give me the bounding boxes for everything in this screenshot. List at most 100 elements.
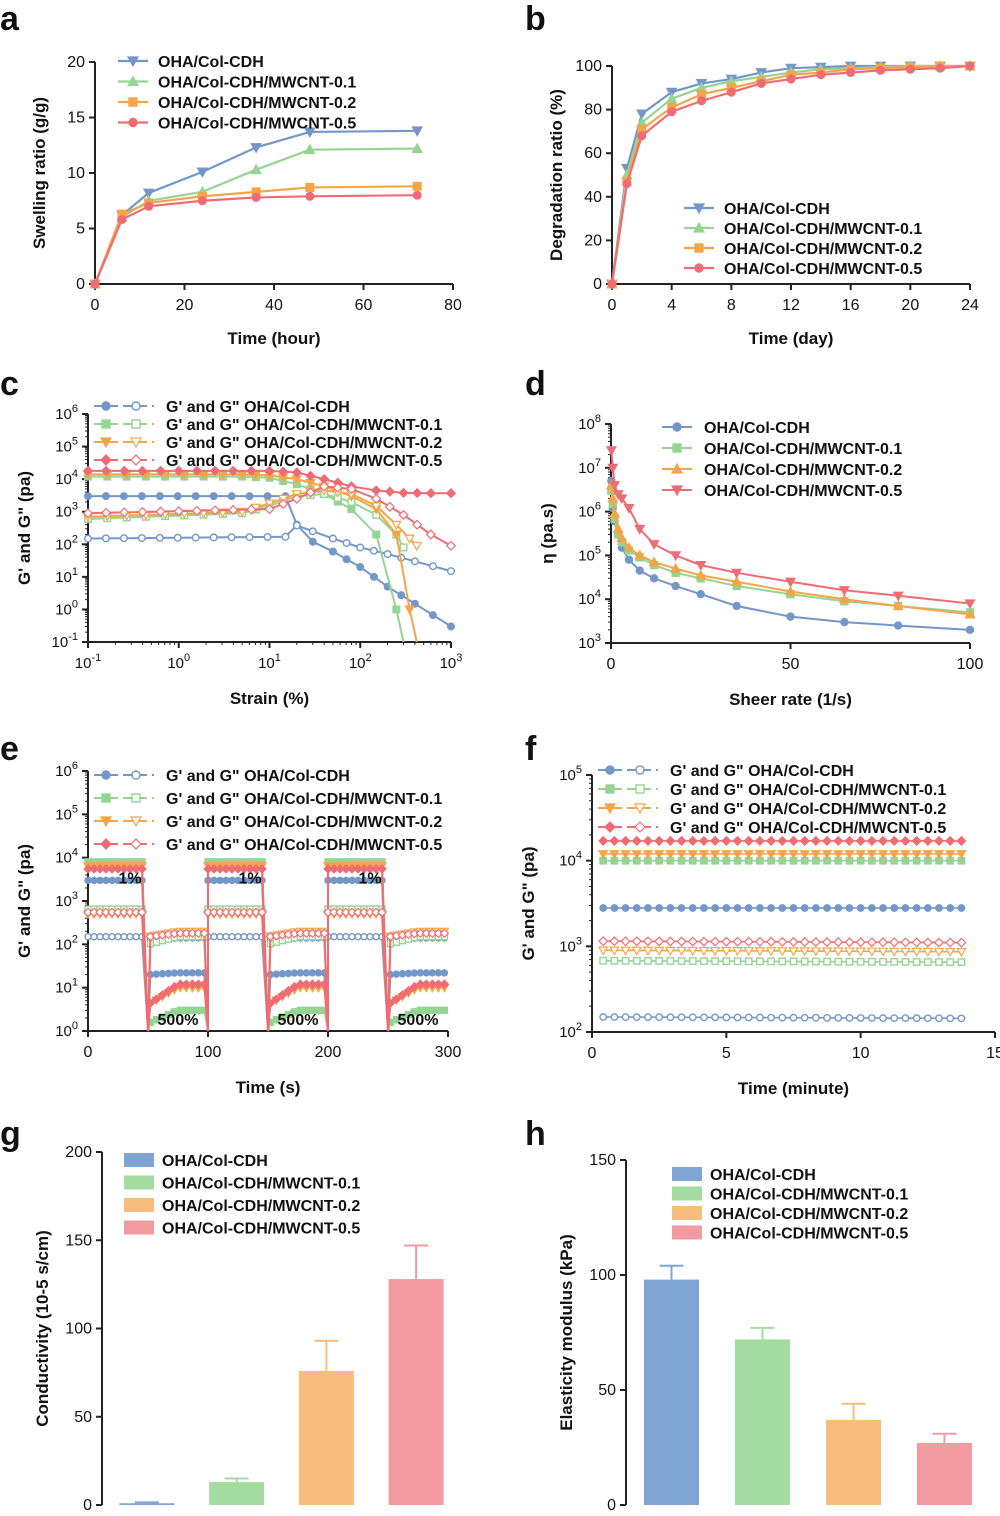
y-tick-label-base: 10 bbox=[55, 763, 72, 780]
data-point bbox=[348, 933, 356, 941]
phase-annotation: 1% bbox=[358, 871, 381, 888]
x-tick-label-base: 10 bbox=[75, 655, 92, 672]
series-3: G' and G" OHA/Col-CDH/MWCNT-0.5 bbox=[83, 837, 450, 1032]
data-point bbox=[102, 876, 110, 885]
data-point bbox=[392, 605, 401, 614]
data-point bbox=[676, 946, 687, 957]
y-tick-label-base: 10 bbox=[55, 471, 72, 488]
data-point bbox=[209, 492, 218, 501]
data-point bbox=[108, 876, 116, 885]
x-tick-label-exp: 0 bbox=[184, 652, 190, 664]
data-point bbox=[644, 904, 652, 912]
data-point bbox=[119, 492, 128, 501]
data-point bbox=[700, 1013, 708, 1022]
x-tick-label: 5 bbox=[722, 1045, 731, 1062]
data-point bbox=[342, 555, 351, 564]
series-line bbox=[93, 194, 418, 285]
data-point bbox=[637, 131, 647, 141]
data-point bbox=[722, 904, 731, 912]
x-tick-label: 200 bbox=[315, 1044, 342, 1061]
data-point bbox=[732, 835, 743, 846]
legend-marker-filled bbox=[100, 838, 112, 850]
data-point bbox=[144, 201, 154, 211]
legend-label: OHA/Col-CDH/MWCNT-0.5 bbox=[158, 116, 356, 133]
data-point bbox=[965, 625, 975, 635]
legend-label: OHA/Col-CDH/MWCNT-0.1 bbox=[710, 1187, 908, 1204]
data-point bbox=[944, 850, 956, 860]
data-point bbox=[697, 96, 707, 106]
data-point bbox=[855, 835, 866, 846]
y-tick-label-exp: 5 bbox=[72, 436, 78, 448]
data-point bbox=[308, 527, 317, 536]
legend-label: OHA/Col-CDH/MWCNT-0.1 bbox=[162, 1176, 360, 1193]
y-tick-label-exp: 5 bbox=[72, 803, 78, 815]
data-point bbox=[890, 904, 899, 912]
data-point bbox=[228, 933, 236, 941]
data-point bbox=[623, 541, 635, 552]
x-tick-label: 24 bbox=[961, 297, 979, 314]
x-tick-label: 102 bbox=[349, 652, 372, 672]
legend-marker bbox=[128, 97, 138, 107]
data-point bbox=[840, 617, 849, 627]
legend-label: G' and G" OHA/Col-CDH bbox=[166, 768, 350, 785]
data-point bbox=[397, 591, 406, 600]
data-point bbox=[923, 1014, 932, 1023]
data-point bbox=[616, 532, 628, 543]
data-point bbox=[404, 534, 415, 545]
data-point bbox=[132, 933, 140, 941]
y-tick-label: 105 bbox=[55, 436, 78, 456]
data-point bbox=[922, 850, 934, 860]
data-point bbox=[281, 532, 290, 541]
data-point bbox=[342, 876, 350, 885]
legend-label: OHA/Col-CDH/MWCNT-0.5 bbox=[704, 483, 902, 500]
data-point bbox=[609, 507, 621, 518]
y-tick-label-exp: -1 bbox=[68, 631, 78, 643]
data-point bbox=[610, 1013, 619, 1021]
data-point bbox=[245, 492, 254, 501]
data-point bbox=[833, 937, 844, 948]
series-2: OHA/Col-CDH/MWCNT-0.2 bbox=[607, 61, 975, 289]
data-point bbox=[410, 969, 419, 977]
data-point bbox=[911, 835, 922, 846]
bar bbox=[826, 1419, 881, 1505]
data-point bbox=[170, 969, 179, 977]
data-point bbox=[599, 1013, 608, 1021]
data-point bbox=[822, 835, 833, 846]
data-point bbox=[933, 937, 945, 948]
data-point bbox=[838, 586, 850, 596]
data-point bbox=[644, 1013, 652, 1022]
data-point bbox=[342, 538, 351, 547]
legend-label: OHA/Col-CDH/MWCNT-0.1 bbox=[724, 221, 922, 238]
phase-annotation: 500% bbox=[398, 1012, 439, 1029]
series-2: OHA/Col-CDH/MWCNT-0.2 bbox=[605, 462, 976, 619]
loss-modulus-line bbox=[88, 911, 445, 1032]
data-point bbox=[855, 947, 866, 957]
data-point bbox=[733, 1013, 742, 1022]
y-tick-label: 108 bbox=[578, 413, 601, 433]
y-tick-label: 60 bbox=[584, 145, 602, 162]
data-point bbox=[890, 957, 899, 966]
data-point bbox=[278, 970, 287, 978]
data-point bbox=[754, 850, 766, 860]
y-tick-label: 102 bbox=[55, 533, 78, 553]
data-point bbox=[391, 520, 402, 531]
legend-marker-filled bbox=[101, 419, 111, 429]
data-point bbox=[889, 947, 900, 957]
data-point bbox=[743, 835, 754, 846]
legend-marker-open bbox=[633, 803, 647, 815]
data-point bbox=[687, 850, 698, 860]
legend-marker-open bbox=[131, 401, 141, 411]
data-point bbox=[377, 907, 387, 918]
y-tick-label: 10 bbox=[67, 165, 85, 182]
legend-label: G' and G" OHA/Col-CDH bbox=[670, 763, 854, 780]
y-tick-label-base: 10 bbox=[578, 547, 595, 564]
y-tick-label-exp: 1 bbox=[72, 977, 78, 989]
data-point bbox=[905, 64, 915, 74]
x-tick-label: 15 bbox=[986, 1045, 1000, 1062]
data-point bbox=[176, 969, 185, 977]
data-point bbox=[631, 936, 642, 947]
data-point bbox=[810, 947, 822, 957]
data-point bbox=[665, 92, 678, 104]
panel-letter-e: e bbox=[0, 730, 19, 768]
data-point bbox=[731, 576, 743, 586]
